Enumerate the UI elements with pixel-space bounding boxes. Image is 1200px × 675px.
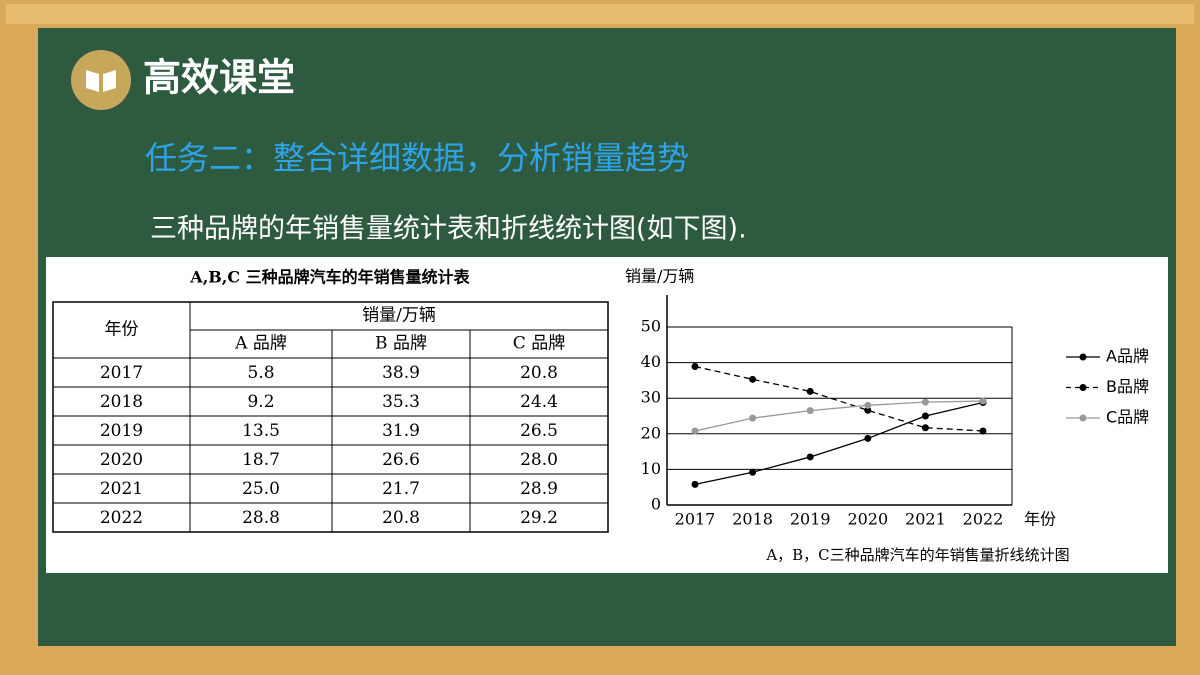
data-point <box>691 427 699 435</box>
table-cell: 2018 <box>100 392 143 412</box>
table-frame <box>52 301 609 533</box>
table-cell: 28.0 <box>520 450 558 470</box>
legend-label: B品牌 <box>1106 377 1149 396</box>
table-cell: 28.9 <box>520 479 558 499</box>
table-cell: 20.8 <box>382 508 420 528</box>
table-header: A 品牌 <box>234 334 287 354</box>
table-cell: 24.4 <box>520 392 558 412</box>
table-cell: 9.2 <box>247 392 274 412</box>
legend-marker <box>1079 414 1087 422</box>
y-tick-label: 30 <box>641 388 661 407</box>
data-point <box>806 407 814 415</box>
data-point <box>749 375 757 383</box>
wood-top <box>6 4 1194 24</box>
chart: 销量/万辆 0 10 20 30 40 50 2017 2018 2019 2020 2021 2022… <box>625 267 1149 565</box>
table-cell: 31.9 <box>382 421 420 441</box>
x-tick-label: 2017 <box>675 510 716 529</box>
data-point <box>921 398 929 406</box>
y-tick-label: 50 <box>641 317 661 336</box>
table-header: 销量/万辆 <box>362 306 436 326</box>
table-cell: 29.2 <box>520 508 558 528</box>
icon <box>71 50 131 110</box>
x-tick-label: 2019 <box>790 510 831 529</box>
table-cell: 2022 <box>100 508 143 528</box>
table-cell: 28.8 <box>242 508 280 528</box>
table-cell: 2017 <box>100 363 143 383</box>
table-cell: 20.8 <box>520 363 558 383</box>
data-point <box>806 453 814 461</box>
chart-caption: A，B，C三种品牌汽车的年销售量折线统计图 <box>765 546 1069 564</box>
data-point <box>749 414 757 422</box>
table-cell: 2019 <box>100 421 143 441</box>
x-tick-label: 2021 <box>905 510 946 529</box>
x-tick-label: 2020 <box>847 510 888 529</box>
data-point <box>691 363 699 371</box>
legend-label: A品牌 <box>1106 347 1149 366</box>
legend-label: C品牌 <box>1106 408 1149 427</box>
table-cell: 25.0 <box>242 479 280 499</box>
y-tick-label: 0 <box>651 495 661 514</box>
data-point <box>979 397 987 405</box>
table: 年份 销量/万辆 A 品牌 B 品牌 C 品牌 2017 5.8 38.9 20.8 2018 9.… <box>52 301 609 533</box>
book-icon <box>86 70 116 92</box>
x-tick-label: 2018 <box>732 510 773 529</box>
panel <box>46 257 1168 573</box>
table-cell: 38.9 <box>382 363 420 383</box>
table-cell: 35.3 <box>382 392 420 412</box>
data-point <box>691 480 699 488</box>
x-tick-label: 2022 <box>963 510 1004 529</box>
table-cell: 13.5 <box>242 421 280 441</box>
legend-marker <box>1079 384 1087 391</box>
table-cell: 21.7 <box>382 479 420 499</box>
x-axis-label: 年份 <box>1024 510 1056 529</box>
data-point <box>806 387 814 395</box>
description: 三种品牌的年销售量统计表和折线统计图(如下图). <box>150 214 747 245</box>
table-cell: 2020 <box>100 450 143 470</box>
table-cell: 26.6 <box>382 450 420 470</box>
y-tick-label: 40 <box>641 352 661 371</box>
data-point <box>979 427 987 435</box>
table-title: A,B,C 三种品牌汽车的年销售量统计表 <box>189 268 470 287</box>
title: 高效课堂 <box>143 56 295 100</box>
data-point <box>921 424 929 432</box>
y-tick-label: 20 <box>641 423 661 442</box>
series-line <box>694 400 984 432</box>
table-cell: 26.5 <box>520 421 558 441</box>
subtitle: 任务二：整合详细数据，分析销量趋势 <box>145 139 689 177</box>
data-point <box>749 468 757 476</box>
data-point <box>864 401 872 409</box>
series-line <box>694 401 984 485</box>
data-point <box>864 406 872 414</box>
table-header: B 品牌 <box>375 334 427 354</box>
table-cell: 18.7 <box>242 450 280 470</box>
data-point <box>864 434 872 442</box>
y-axis-label: 销量/万辆 <box>625 267 694 286</box>
data-point <box>921 412 929 420</box>
table-header: C 品牌 <box>513 334 565 354</box>
y-tick-label: 10 <box>641 459 661 478</box>
legend-marker <box>1079 353 1087 361</box>
table-cell: 5.8 <box>247 363 274 383</box>
table-header: 年份 <box>105 320 139 340</box>
table-cell: 2021 <box>100 479 143 499</box>
